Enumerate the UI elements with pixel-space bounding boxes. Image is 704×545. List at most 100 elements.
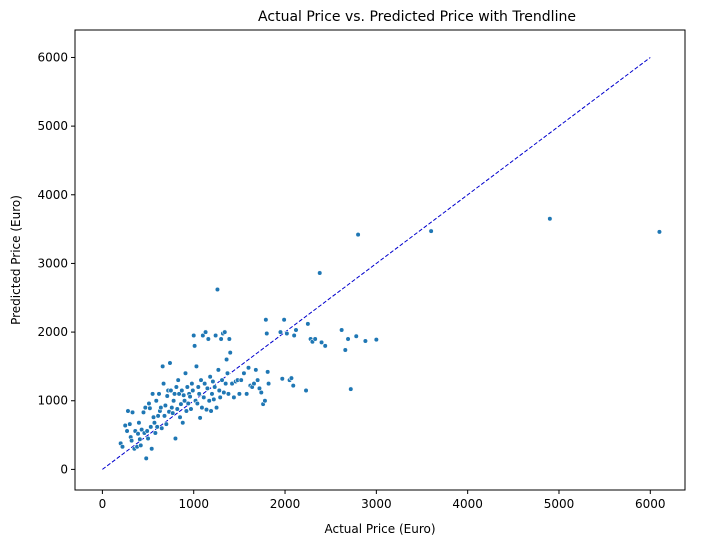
data-point — [155, 413, 161, 419]
data-point — [348, 386, 354, 392]
x-axis-label: Actual Price (Euro) — [324, 522, 435, 536]
data-point — [373, 337, 379, 343]
data-point — [236, 391, 242, 397]
data-point — [224, 370, 231, 376]
data-point — [226, 336, 232, 342]
chart-title: Actual Price vs. Predicted Price with Tr… — [258, 9, 576, 25]
data-point — [139, 426, 145, 433]
data-point — [167, 360, 173, 366]
y-tick-label: 5000 — [37, 119, 68, 133]
data-point — [210, 378, 216, 385]
data-point — [656, 229, 663, 235]
data-point — [177, 414, 183, 420]
x-tick-label: 0 — [99, 497, 107, 511]
data-point — [193, 363, 200, 370]
data-point — [284, 330, 290, 337]
data-point — [189, 380, 195, 387]
data-point — [199, 405, 205, 411]
y-axis-label: Predicted Price (Euro) — [9, 195, 23, 325]
data-point — [197, 415, 203, 421]
data-point — [188, 406, 194, 412]
data-point — [353, 333, 359, 339]
data-point — [129, 437, 135, 444]
data-point — [149, 446, 155, 452]
data-point — [208, 408, 214, 414]
data-point — [137, 436, 143, 442]
data-point — [225, 391, 232, 397]
data-point — [171, 391, 178, 397]
x-tick-label: 4000 — [452, 497, 483, 511]
data-point — [159, 425, 165, 431]
data-point — [176, 391, 182, 397]
data-point — [238, 377, 244, 383]
data-point — [207, 374, 213, 380]
data-point — [171, 398, 177, 404]
data-point — [170, 410, 176, 416]
data-point — [223, 380, 229, 387]
data-point — [173, 384, 179, 390]
data-point — [547, 216, 553, 222]
data-point — [187, 394, 193, 400]
data-point — [213, 405, 220, 411]
data-point — [164, 393, 170, 399]
data-point — [135, 431, 141, 437]
data-point — [156, 391, 162, 397]
data-point — [216, 387, 222, 394]
x-tick-label: 5000 — [544, 497, 575, 511]
data-point — [255, 377, 261, 383]
data-point — [148, 424, 154, 430]
y-tick-label: 1000 — [37, 394, 68, 408]
data-point — [265, 380, 272, 387]
data-point — [317, 270, 323, 276]
data-point — [154, 424, 160, 430]
x-tick-label: 6000 — [635, 497, 666, 511]
data-point — [342, 347, 348, 353]
y-tick-label: 0 — [60, 462, 68, 476]
x-tick-label: 3000 — [361, 497, 392, 511]
y-tick-label: 6000 — [37, 50, 68, 64]
data-point — [180, 420, 186, 426]
y-tick-label: 4000 — [37, 188, 68, 202]
data-point — [231, 394, 237, 400]
data-point — [264, 330, 270, 337]
data-point — [122, 422, 128, 429]
data-point — [179, 387, 185, 394]
y-tick-label: 2000 — [37, 325, 68, 339]
data-point — [163, 421, 169, 427]
data-point — [151, 420, 158, 426]
data-point — [184, 384, 190, 390]
data-point — [152, 430, 158, 436]
data-point — [198, 377, 204, 383]
data-point — [196, 391, 202, 397]
data-point — [181, 398, 188, 404]
x-tick-label: 2000 — [270, 497, 301, 511]
data-point — [190, 387, 196, 394]
data-point — [192, 343, 198, 349]
data-point — [140, 409, 147, 416]
trendline — [102, 57, 651, 470]
data-point — [160, 363, 166, 370]
data-point — [227, 350, 233, 356]
data-point — [209, 391, 215, 397]
data-point — [214, 286, 221, 293]
data-point — [191, 332, 197, 339]
data-point — [185, 400, 191, 407]
points-layer — [118, 216, 663, 462]
data-point — [160, 380, 167, 387]
data-point — [168, 387, 174, 394]
data-point — [221, 389, 227, 396]
data-point — [158, 405, 164, 411]
data-point — [322, 343, 328, 349]
data-point — [428, 228, 434, 234]
data-point — [150, 391, 156, 397]
data-point — [293, 327, 299, 333]
data-point — [218, 336, 224, 342]
data-point — [161, 413, 168, 419]
plot-frame — [74, 29, 686, 491]
data-point — [303, 387, 309, 394]
data-point — [213, 332, 219, 339]
data-point — [312, 336, 318, 342]
data-point — [241, 370, 247, 376]
data-point — [175, 377, 181, 383]
